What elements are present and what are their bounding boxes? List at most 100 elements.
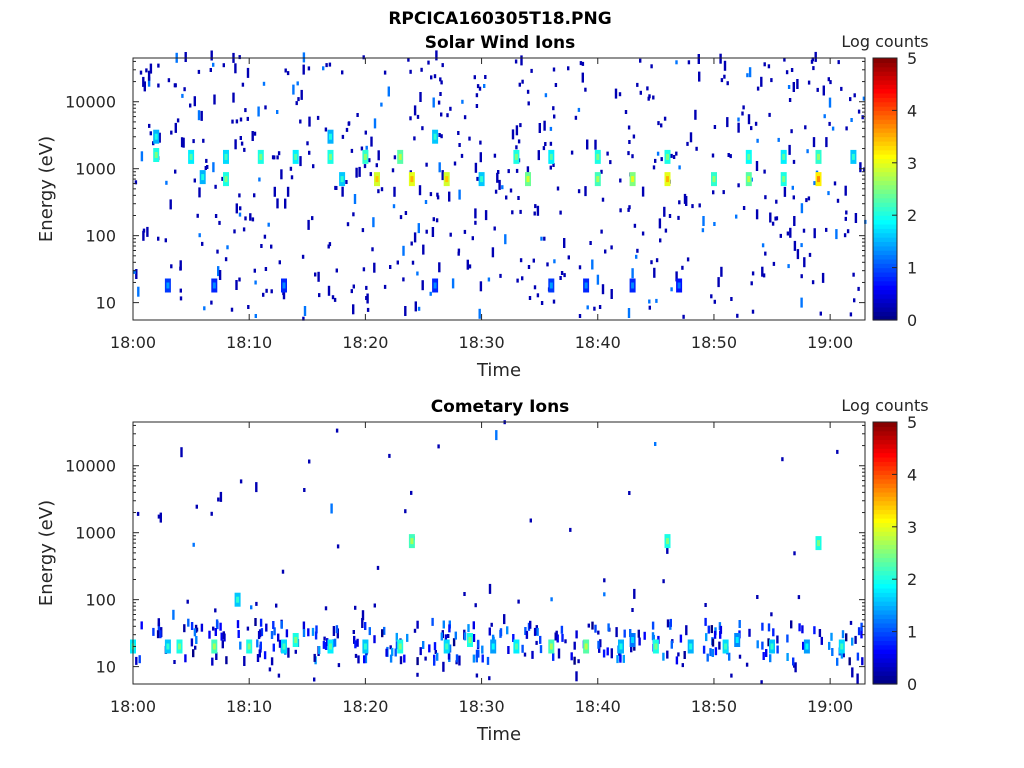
count-pixel bbox=[745, 662, 749, 667]
count-pixel bbox=[270, 289, 273, 294]
count-pixel bbox=[281, 569, 285, 574]
count-pixel bbox=[311, 216, 314, 221]
count-pixel bbox=[695, 146, 698, 151]
count-pixel bbox=[478, 308, 481, 319]
count-pixel bbox=[307, 628, 310, 637]
count-pixel bbox=[327, 285, 331, 296]
count-pixel bbox=[203, 306, 206, 311]
count-pixel bbox=[424, 656, 427, 661]
count-pixel bbox=[800, 243, 803, 248]
colorbar-segment bbox=[873, 219, 897, 225]
count-pixel bbox=[373, 262, 376, 273]
hotspot-core bbox=[851, 153, 855, 160]
count-pixel bbox=[793, 216, 796, 226]
count-pixel bbox=[149, 63, 153, 74]
count-pixel bbox=[272, 621, 275, 629]
count-pixel bbox=[460, 153, 464, 158]
hotspot-core bbox=[224, 153, 228, 160]
count-pixel bbox=[254, 280, 257, 285]
hotspot-core bbox=[224, 176, 228, 183]
count-pixel bbox=[659, 238, 662, 243]
count-pixel bbox=[607, 623, 610, 632]
count-pixel bbox=[238, 212, 242, 217]
count-pixel bbox=[411, 260, 415, 265]
hotspot-core bbox=[363, 643, 367, 650]
colorbar-segment bbox=[873, 566, 897, 572]
count-pixel bbox=[421, 126, 424, 131]
count-pixel bbox=[652, 95, 655, 100]
count-pixel bbox=[722, 190, 725, 195]
count-pixel bbox=[394, 648, 397, 657]
count-pixel bbox=[224, 257, 228, 262]
count-pixel bbox=[802, 228, 806, 233]
count-pixel bbox=[437, 444, 440, 449]
count-pixel bbox=[368, 627, 371, 636]
hotspot-core bbox=[247, 643, 251, 650]
count-pixel bbox=[280, 169, 283, 180]
count-pixel bbox=[404, 211, 408, 215]
count-pixel bbox=[139, 70, 143, 75]
colorbar-segment bbox=[873, 452, 897, 458]
colorbar-segment bbox=[873, 180, 897, 186]
count-pixel bbox=[187, 618, 190, 627]
count-pixel bbox=[383, 626, 386, 635]
count-pixel bbox=[475, 654, 478, 663]
hotspot-core bbox=[468, 637, 472, 643]
hotspot-core bbox=[398, 153, 402, 160]
hotspot-core bbox=[666, 176, 669, 183]
count-pixel bbox=[352, 212, 355, 217]
count-pixel bbox=[663, 116, 667, 121]
count-pixel bbox=[447, 634, 450, 638]
count-pixel bbox=[863, 167, 866, 172]
colorbar-segment bbox=[873, 206, 897, 212]
count-pixel bbox=[609, 160, 612, 165]
count-pixel bbox=[704, 603, 707, 607]
count-pixel bbox=[559, 210, 562, 215]
count-pixel bbox=[533, 285, 537, 290]
count-pixel bbox=[204, 166, 207, 170]
count-pixel bbox=[619, 654, 622, 663]
count-pixel bbox=[472, 621, 475, 630]
count-pixel bbox=[581, 72, 584, 83]
count-pixel bbox=[280, 620, 283, 629]
count-pixel bbox=[194, 645, 197, 650]
colorbar-segment bbox=[873, 609, 897, 615]
count-pixel bbox=[694, 109, 697, 120]
count-pixel bbox=[212, 626, 215, 631]
count-pixel bbox=[136, 511, 140, 516]
colorbar-segment bbox=[873, 474, 897, 480]
count-pixel bbox=[267, 222, 270, 227]
colorbar-tick-label: 3 bbox=[907, 154, 917, 173]
count-pixel bbox=[239, 479, 243, 484]
count-pixel bbox=[263, 651, 267, 660]
colorbar-segment bbox=[873, 526, 897, 532]
count-pixel bbox=[556, 186, 560, 191]
hotspot-core bbox=[805, 643, 809, 650]
hotspot-core bbox=[596, 176, 600, 183]
count-pixel bbox=[589, 241, 592, 245]
count-pixel bbox=[195, 636, 198, 644]
count-pixel bbox=[666, 650, 669, 659]
x-tick-label: 18:40 bbox=[575, 333, 621, 352]
count-pixel bbox=[276, 110, 279, 114]
hotspot-core bbox=[329, 133, 332, 140]
count-pixel bbox=[409, 116, 412, 121]
count-pixel bbox=[181, 93, 184, 98]
count-pixel bbox=[458, 655, 461, 666]
count-pixel bbox=[389, 645, 392, 650]
count-pixel bbox=[560, 625, 564, 634]
count-pixel bbox=[217, 497, 220, 502]
count-pixel bbox=[563, 273, 566, 278]
count-pixel bbox=[440, 80, 443, 85]
count-pixel bbox=[670, 153, 673, 158]
colorbar-segment bbox=[873, 140, 897, 146]
count-pixel bbox=[365, 296, 368, 300]
count-pixel bbox=[243, 656, 246, 666]
hotspot-core bbox=[363, 153, 367, 160]
colorbar-segment bbox=[873, 435, 897, 441]
colorbar-segment bbox=[873, 232, 897, 238]
hotspot-core bbox=[433, 282, 437, 289]
colorbar-tick-label: 0 bbox=[907, 311, 917, 330]
count-pixel bbox=[678, 165, 681, 170]
count-pixel bbox=[631, 154, 634, 159]
